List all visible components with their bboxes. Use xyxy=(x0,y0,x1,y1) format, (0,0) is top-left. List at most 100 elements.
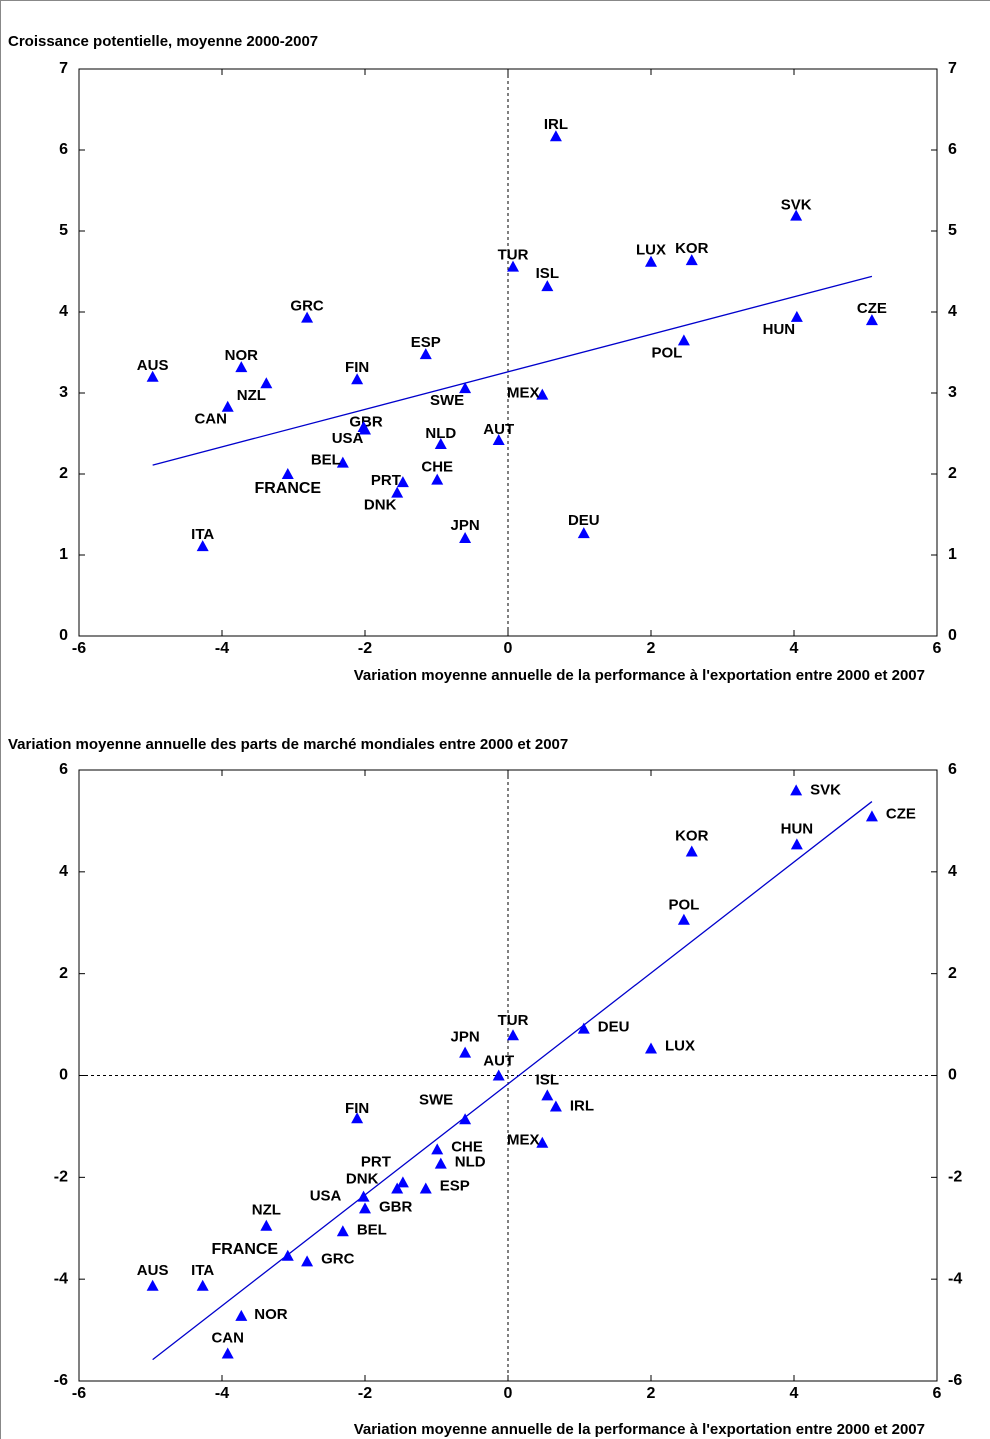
point-label: SVK xyxy=(810,781,841,798)
point xyxy=(507,1029,520,1041)
y-tick-label: 6 xyxy=(59,141,68,158)
point-label: POL xyxy=(651,344,682,361)
point-label: TUR xyxy=(498,1012,529,1029)
point-label: DNK xyxy=(346,1171,379,1188)
y-tick-label: 4 xyxy=(59,863,68,880)
x-tick-label: -2 xyxy=(358,640,372,657)
point xyxy=(431,1143,444,1155)
x-tick-label: -2 xyxy=(358,1385,372,1402)
point xyxy=(549,1100,562,1112)
x-axis-label: Variation moyenne annuelle de la perform… xyxy=(354,667,925,684)
point xyxy=(434,1157,447,1169)
y2-tick-label: 4 xyxy=(948,863,957,880)
point xyxy=(260,377,273,389)
point-label: PRT xyxy=(371,472,401,489)
point xyxy=(577,1022,590,1034)
point xyxy=(677,334,690,346)
point xyxy=(645,255,657,267)
y2-tick-label: -4 xyxy=(948,1270,962,1287)
point-label: BEL xyxy=(311,452,341,469)
point-label: AUT xyxy=(483,1052,514,1069)
point-label: JPN xyxy=(451,1029,480,1046)
point xyxy=(790,209,803,221)
point-label: USA xyxy=(332,430,364,447)
point xyxy=(396,476,409,488)
y-tick-label: 0 xyxy=(59,1067,68,1084)
point-label: IRL xyxy=(570,1098,594,1115)
y2-tick-label: -6 xyxy=(948,1372,962,1389)
trend-line xyxy=(152,275,873,466)
point xyxy=(577,527,590,539)
point-label: DNK xyxy=(364,497,397,514)
point xyxy=(359,1202,371,1214)
point-label: PRT xyxy=(361,1153,391,1170)
point-label: ISL xyxy=(536,265,559,282)
x-tick-label: 6 xyxy=(933,640,942,657)
point xyxy=(645,1042,657,1054)
point xyxy=(492,433,505,445)
point xyxy=(434,438,447,450)
y2-tick-label: 0 xyxy=(948,1067,957,1084)
y-tick-label: 0 xyxy=(59,627,68,644)
y-tick-label: 2 xyxy=(59,965,68,982)
point-label: NOR xyxy=(225,347,259,364)
y2-tick-label: 0 xyxy=(948,627,957,644)
point-label: KOR xyxy=(675,827,709,844)
point xyxy=(431,473,444,485)
point xyxy=(196,1279,209,1291)
x-tick-label: 4 xyxy=(790,640,799,657)
x-tick-label: 2 xyxy=(647,640,656,657)
point-label: MEX xyxy=(507,1132,540,1149)
y2-tick-label: 2 xyxy=(948,965,957,982)
y-tick-label: 2 xyxy=(59,465,68,482)
point xyxy=(221,400,234,412)
y-tick-label: 3 xyxy=(59,384,68,401)
point xyxy=(351,373,364,385)
y-tick-label: 1 xyxy=(59,546,68,563)
point xyxy=(790,310,803,322)
point-label: SWE xyxy=(419,1091,453,1108)
point-label: IRL xyxy=(544,116,568,133)
y2-tick-label: 5 xyxy=(948,222,957,239)
point-label: SVK xyxy=(781,197,812,214)
chart-title: Variation moyenne annuelle des parts de … xyxy=(8,736,568,753)
point xyxy=(146,1279,159,1291)
point xyxy=(685,254,698,266)
point-label: ESP xyxy=(411,334,441,351)
point-label: POL xyxy=(668,897,699,914)
point xyxy=(549,130,562,142)
point xyxy=(301,1255,314,1267)
point xyxy=(865,810,878,822)
point xyxy=(396,1176,409,1188)
point xyxy=(419,348,432,360)
point xyxy=(459,531,472,543)
y2-tick-label: 6 xyxy=(948,761,957,778)
point-label: FRANCE xyxy=(211,1241,278,1258)
point xyxy=(221,1347,234,1359)
point xyxy=(459,1046,472,1058)
trend-line xyxy=(152,801,873,1361)
point-label: JPN xyxy=(451,517,480,534)
x-tick-label: -4 xyxy=(215,640,229,657)
point-label: CHE xyxy=(421,459,453,476)
point xyxy=(536,1136,549,1148)
point-label: SWE xyxy=(430,392,464,409)
point-label: CAN xyxy=(211,1329,244,1346)
point-label: CZE xyxy=(857,300,887,317)
point-label: BEL xyxy=(357,1221,387,1238)
y2-tick-label: 7 xyxy=(948,60,957,77)
point-label: LUX xyxy=(636,242,666,259)
point xyxy=(790,784,803,796)
y2-tick-label: 4 xyxy=(948,303,957,320)
chart-title: Croissance potentielle, moyenne 2000-200… xyxy=(8,33,318,50)
point xyxy=(235,1309,248,1321)
y2-tick-label: -2 xyxy=(948,1169,962,1186)
point-label: DEU xyxy=(598,1019,630,1036)
point-label: GRC xyxy=(321,1250,355,1267)
point-label: FIN xyxy=(345,1100,369,1117)
x-tick-label: -6 xyxy=(72,640,86,657)
point xyxy=(685,845,698,857)
point xyxy=(196,540,209,552)
point-label: ESP xyxy=(440,1178,470,1195)
